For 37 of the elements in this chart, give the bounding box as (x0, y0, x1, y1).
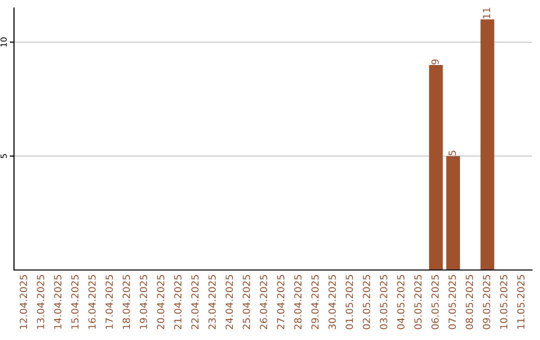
bar (480, 19, 494, 270)
x-tick-label: 05.05.2025 (414, 275, 422, 330)
x-tick-label: 10.05.2025 (500, 275, 508, 329)
x-tick-label: 20.04.2025 (156, 275, 164, 330)
x-tick-label: 23.04.2025 (208, 275, 216, 330)
x-tick-label: 22.04.2025 (191, 275, 199, 330)
x-tick-label: 13.04.2025 (36, 275, 44, 329)
x-tick-label: 16.04.2025 (88, 275, 96, 329)
x-tick-label: 18.04.2025 (122, 275, 130, 329)
x-tick-label: 21.04.2025 (174, 275, 182, 330)
x-tick-label: 29.04.2025 (311, 275, 319, 330)
x-tick-label: 11.05.2025 (517, 275, 525, 329)
x-tick-label: 30.04.2025 (328, 275, 336, 330)
x-tick-label: 17.04.2025 (106, 275, 113, 329)
x-tick-label: 03.05.2025 (380, 275, 388, 330)
bar (446, 156, 460, 270)
data-label: 9 (431, 59, 439, 64)
x-tick-label: 08.05.2025 (466, 275, 474, 330)
x-tick-label: 24.04.2025 (226, 275, 233, 330)
x-tick-label: 27.04.2025 (277, 275, 284, 330)
bar (429, 64, 443, 270)
x-tick-label: 02.05.2025 (362, 275, 370, 330)
x-tick-label: 26.04.2025 (260, 275, 268, 330)
x-tick-label: 09.05.2025 (482, 275, 490, 330)
x-tick-label: 12.04.2025 (20, 275, 28, 329)
y-tick-label: 10 (0, 37, 7, 47)
x-tick-label: 01.05.2025 (346, 275, 354, 330)
x-tick-label: 06.05.2025 (431, 275, 439, 330)
x-tick-label: 04.05.2025 (397, 275, 404, 330)
x-tick-label: 14.04.2025 (54, 275, 62, 329)
x-tick-label: 28.04.2025 (294, 275, 302, 330)
x-tick-label: 15.04.2025 (71, 275, 79, 329)
data-label: 5 (448, 150, 456, 156)
x-tick-label: 07.05.2025 (448, 275, 456, 330)
data-label: 11 (483, 8, 490, 18)
x-tick-label: 25.04.2025 (242, 275, 250, 330)
x-tick-label: 19.04.2025 (140, 275, 148, 329)
